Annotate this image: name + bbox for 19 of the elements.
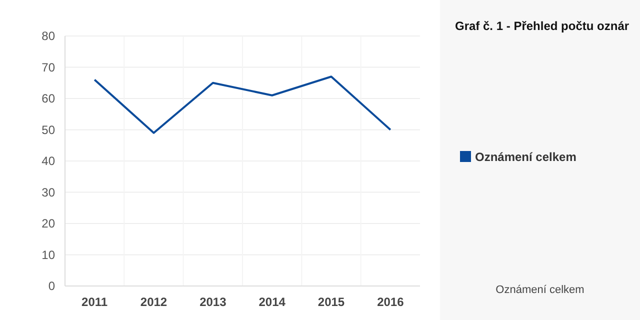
legend-label: Oznámení celkem [475, 150, 576, 164]
x-tick-label: 2011 [82, 295, 108, 309]
y-tick-label: 50 [42, 122, 56, 137]
y-tick-label: 80 [42, 29, 56, 44]
text: Graf č. 1 - Přehled počtu oznár [455, 19, 630, 33]
x-tick-label: 2015 [318, 295, 345, 309]
y-tick-label: 70 [42, 60, 56, 74]
x-tick-label: 2013 [200, 295, 227, 309]
y-tick-label: 10 [42, 248, 56, 262]
x-tick-label: 2016 [377, 295, 404, 309]
line-series [94, 76, 392, 134]
y-tick-label: 20 [42, 216, 56, 231]
x-tick-label: 2012 [140, 295, 168, 309]
y-tick-label: 60 [42, 92, 56, 106]
y-tick-label: 0 [48, 279, 56, 294]
x-tick-label: 2014 [258, 295, 286, 309]
text: Oznámení celkem [496, 284, 584, 296]
y-tick-label: 40 [42, 154, 56, 168]
y-tick-label: 30 [42, 185, 56, 200]
